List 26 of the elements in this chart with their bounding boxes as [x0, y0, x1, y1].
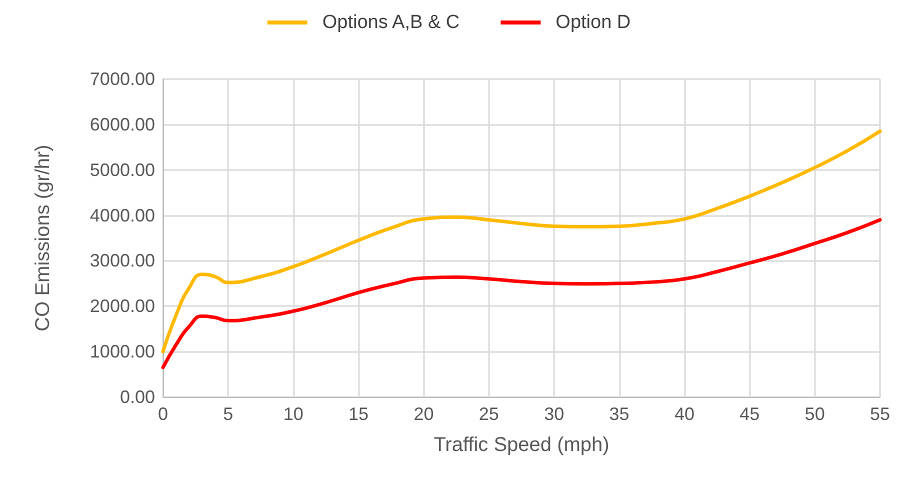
y-tick-label: 2000.00 — [90, 296, 155, 316]
x-tick-label: 50 — [804, 404, 825, 424]
y-tick-label: 1000.00 — [90, 342, 155, 362]
x-tick-label: 5 — [223, 404, 234, 424]
legend-label: Option D — [556, 12, 631, 33]
x-tick-label: 55 — [870, 404, 890, 424]
x-tick-label: 25 — [478, 404, 499, 424]
y-tick-label: 7000.00 — [90, 69, 155, 89]
y-tick-label: 4000.00 — [90, 205, 155, 226]
x-tick-label: 10 — [283, 404, 304, 424]
x-tick-label: 30 — [544, 404, 564, 424]
line-series — [161, 218, 882, 370]
y-tick-label: 6000.00 — [90, 114, 155, 134]
x-tick-label: 0 — [158, 404, 168, 424]
x-tick-label: 45 — [740, 404, 760, 424]
line-series — [161, 129, 882, 354]
x-axis-title: Traffic Speed (mph) — [434, 434, 610, 456]
x-tick-label: 20 — [414, 404, 434, 424]
y-axis-title: CO Emissions (gr/hr) — [32, 144, 54, 332]
x-tick-label: 15 — [348, 404, 369, 424]
x-tick-label: 35 — [609, 404, 630, 424]
x-tick-label: 40 — [674, 404, 694, 424]
legend-label: Options A,B & C — [322, 12, 460, 33]
y-tick-label: 5000.00 — [90, 160, 155, 180]
y-tick-label: 0.00 — [120, 387, 155, 407]
y-tick-label: 3000.00 — [90, 250, 155, 271]
